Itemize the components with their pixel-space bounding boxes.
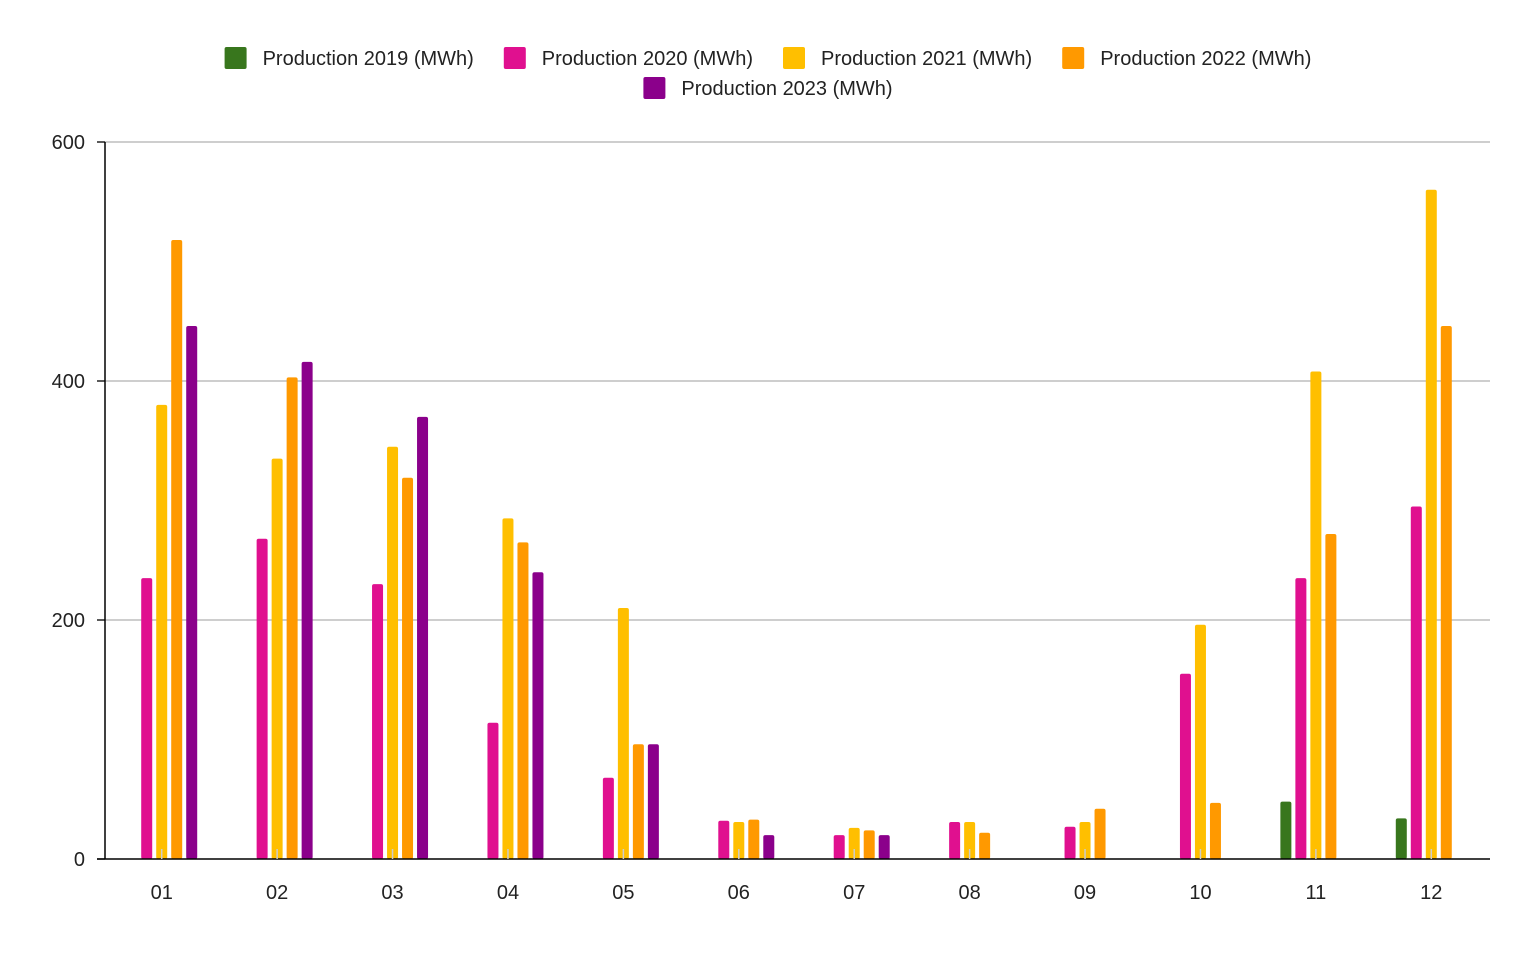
bar bbox=[833, 835, 845, 859]
bar bbox=[186, 326, 198, 859]
bar bbox=[387, 446, 399, 859]
bar bbox=[372, 584, 384, 859]
bar bbox=[1280, 801, 1292, 859]
bar bbox=[1064, 826, 1076, 859]
bar bbox=[617, 608, 629, 859]
legend-swatch bbox=[1062, 47, 1085, 69]
y-tick-label: 200 bbox=[52, 610, 85, 632]
bar bbox=[1440, 326, 1452, 859]
bar bbox=[417, 416, 429, 859]
x-tick-label: 10 bbox=[1189, 882, 1211, 904]
bar bbox=[487, 722, 499, 859]
bar bbox=[733, 821, 745, 859]
legend-swatch bbox=[503, 47, 526, 69]
bar bbox=[602, 777, 614, 859]
bar bbox=[517, 542, 529, 859]
bar bbox=[763, 835, 775, 859]
x-tick-label: 05 bbox=[612, 882, 634, 904]
x-tick-label: 07 bbox=[843, 882, 865, 904]
bar bbox=[1310, 371, 1322, 859]
legend-label: Production 2023 (MWh) bbox=[681, 78, 892, 100]
x-tick-label: 08 bbox=[959, 882, 981, 904]
bar bbox=[171, 239, 183, 860]
bar bbox=[1094, 808, 1106, 859]
bar bbox=[286, 377, 298, 859]
legend-label: Production 2019 (MWh) bbox=[263, 48, 474, 70]
x-tick-label: 03 bbox=[381, 882, 403, 904]
bar bbox=[1295, 578, 1307, 859]
bar bbox=[647, 744, 659, 859]
bar bbox=[1395, 818, 1407, 859]
x-tick-label: 09 bbox=[1074, 882, 1096, 904]
gridlines bbox=[105, 141, 1490, 621]
bar bbox=[156, 404, 168, 859]
bar bbox=[1194, 624, 1206, 859]
legend-label: Production 2020 (MWh) bbox=[542, 48, 753, 70]
legend-swatch bbox=[643, 77, 666, 99]
bar bbox=[878, 835, 890, 859]
legend-swatch bbox=[783, 47, 805, 69]
x-tick-label: 11 bbox=[1305, 882, 1326, 904]
bar bbox=[718, 820, 730, 859]
bar bbox=[141, 578, 153, 859]
y-tick-label: 0 bbox=[74, 849, 85, 871]
bar bbox=[863, 830, 875, 859]
bar bbox=[271, 458, 283, 859]
bar bbox=[1179, 673, 1191, 859]
bar bbox=[949, 821, 961, 859]
y-tick-label: 600 bbox=[52, 132, 85, 154]
bar bbox=[532, 572, 544, 859]
tick-labels: 0 200 400 600 01 02 03 04 05 06 07 08 09 10 11 12 bbox=[52, 132, 1443, 904]
bar bbox=[502, 518, 514, 859]
bar bbox=[402, 477, 414, 859]
bar bbox=[1209, 802, 1221, 859]
bar bbox=[1079, 821, 1091, 859]
bar bbox=[848, 827, 860, 859]
bar bbox=[1425, 189, 1437, 860]
x-tick-label: 04 bbox=[497, 882, 519, 904]
bar bbox=[979, 832, 991, 859]
axes bbox=[97, 141, 1490, 860]
x-tick-label: 02 bbox=[266, 882, 288, 904]
bar bbox=[256, 538, 268, 859]
legend-swatch bbox=[224, 47, 247, 69]
legend-label: Production 2022 (MWh) bbox=[1100, 48, 1311, 70]
x-tick-label: 01 bbox=[151, 882, 173, 904]
legend: Production 2019 (MWh) Production 2020 (MW… bbox=[224, 47, 1311, 100]
legend-label: Production 2021 (MWh) bbox=[821, 48, 1032, 70]
x-tick-label: 06 bbox=[728, 882, 750, 904]
bar bbox=[748, 819, 760, 859]
bar bbox=[632, 744, 644, 859]
bar bbox=[301, 361, 313, 859]
bar bbox=[1325, 533, 1337, 859]
bar bbox=[1410, 506, 1422, 859]
y-tick-label: 400 bbox=[52, 371, 85, 393]
bars bbox=[141, 189, 1452, 860]
x-tick-label: 12 bbox=[1420, 882, 1442, 904]
bar bbox=[964, 821, 976, 859]
